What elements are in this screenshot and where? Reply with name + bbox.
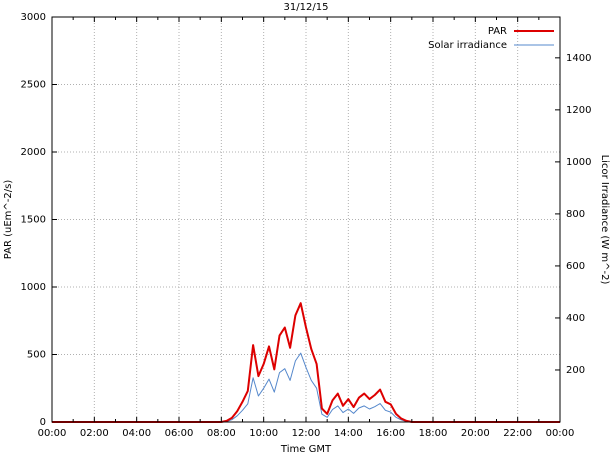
x-tick-label: 08:00	[207, 428, 236, 439]
y2-tick-label: 1200	[566, 105, 591, 116]
legend-label: PAR	[488, 26, 507, 37]
y-tick-label: 0	[40, 417, 46, 428]
y-tick-label: 2000	[21, 147, 46, 158]
y-tick-label: 1500	[21, 215, 46, 226]
y2-tick-label: 1000	[566, 157, 591, 168]
y2-tick-label: 600	[566, 261, 585, 272]
x-axis-label: Time GMT	[280, 444, 332, 455]
y2-axis-label: Licor Irradiance (W m^-2)	[599, 155, 610, 285]
x-tick-label: 10:00	[249, 428, 278, 439]
y2-tick-label: 1400	[566, 53, 591, 64]
y-axis-label: PAR (uEm^-2/s)	[3, 180, 14, 260]
y-tick-label: 3000	[21, 12, 46, 23]
x-tick-label: 14:00	[334, 428, 363, 439]
chart-ticks	[51, 16, 561, 423]
y-tick-label: 1000	[21, 282, 46, 293]
y2-tick-label: 200	[566, 365, 585, 376]
chart-grid	[52, 17, 560, 422]
x-tick-label: 20:00	[461, 428, 490, 439]
y-tick-label: 2500	[21, 80, 46, 91]
x-tick-label: 16:00	[376, 428, 405, 439]
x-tick-label: 00:00	[38, 428, 67, 439]
solar-irradiance-line	[52, 352, 560, 423]
chart-legend: PAR Solar irradiance	[428, 26, 554, 51]
x-tick-label: 00:00	[546, 428, 575, 439]
y-tick-label: 500	[27, 350, 46, 361]
chart-title: 31/12/15	[284, 2, 329, 13]
chart-axis-labels: 00:00 02:00 04:00 06:00 08:00 10:00 12:00 14:00…	[3, 2, 610, 455]
y2-tick-label: 400	[566, 313, 585, 324]
x-tick-label: 04:00	[122, 428, 151, 439]
x-tick-label: 06:00	[165, 428, 194, 439]
legend-label: Solar irradiance	[428, 40, 507, 51]
x-tick-label: 18:00	[419, 428, 448, 439]
x-tick-label: 22:00	[503, 428, 532, 439]
x-tick-label: 12:00	[292, 428, 321, 439]
y2-tick-label: 800	[566, 209, 585, 220]
x-tick-label: 02:00	[80, 428, 109, 439]
